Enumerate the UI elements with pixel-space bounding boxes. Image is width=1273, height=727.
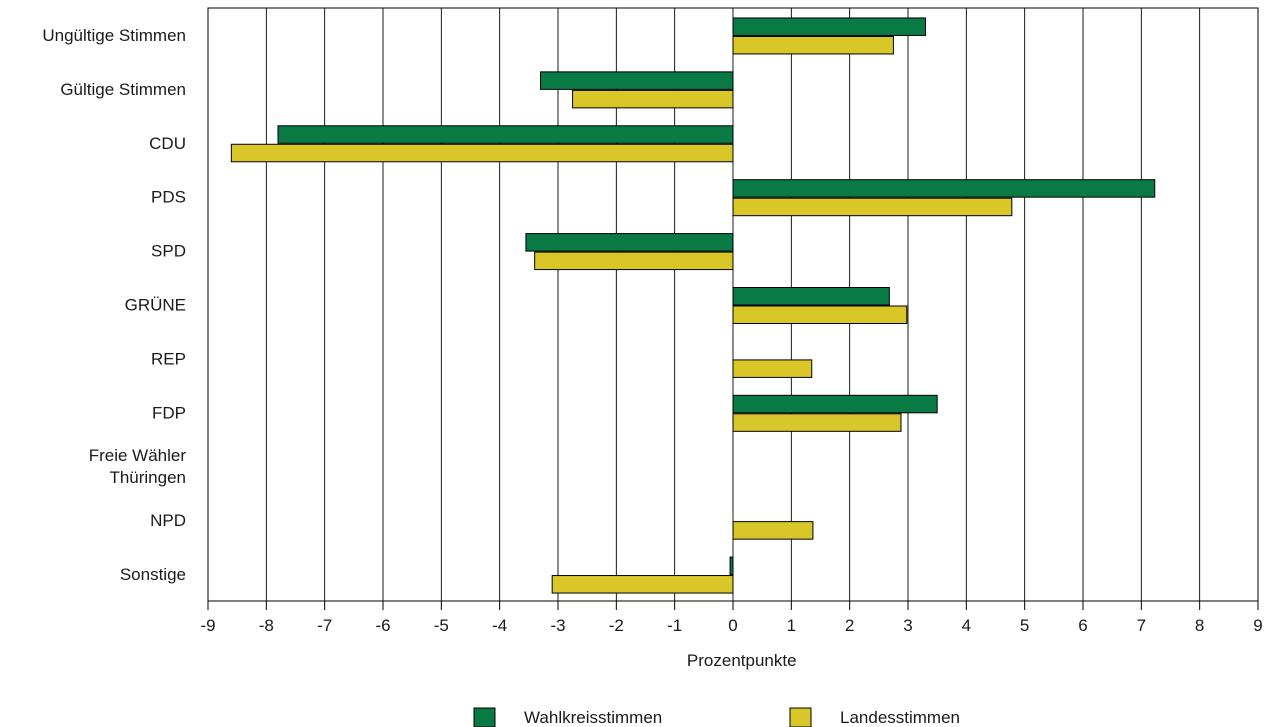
bars [230, 17, 1156, 594]
bar [540, 71, 734, 90]
category-label-line: Freie Wähler [89, 446, 187, 465]
legend-swatch [789, 707, 812, 727]
bar [534, 251, 734, 271]
category-label: CDU [149, 134, 186, 153]
bar [277, 125, 734, 144]
category-label: FDP [152, 403, 186, 422]
category-label-line: Sonstige [120, 565, 186, 584]
x-tick-label: -1 [667, 616, 682, 635]
legend-swatch [473, 707, 496, 727]
category-label: Ungültige Stimmen [42, 26, 186, 45]
x-tick-label: 7 [1137, 616, 1146, 635]
bar [230, 143, 734, 163]
x-tick-label: 2 [845, 616, 854, 635]
bar [732, 413, 902, 432]
x-tick-label: 8 [1195, 616, 1204, 635]
category-label-line: FDP [152, 403, 186, 422]
x-tick-label: -8 [259, 616, 274, 635]
legend-label: Landesstimmen [840, 708, 960, 727]
bar [732, 359, 813, 378]
legend: Wahlkreisstimmen Landesstimmen [473, 707, 960, 727]
x-tick-label: -2 [609, 616, 624, 635]
x-tick-label: -9 [200, 616, 215, 635]
bar [732, 521, 814, 540]
category-label: NPD [150, 511, 186, 530]
x-axis-ticks: -9 -8 -7 -6 -5 -4 -3 -2 -1 0 1 2 3 4 5 6 7 8 9 [200, 601, 1263, 635]
x-tick-label: 1 [787, 616, 796, 635]
grid-lines [265, 8, 1201, 601]
category-label: Sonstige [120, 565, 186, 584]
x-tick-label: 6 [1078, 616, 1087, 635]
bar [732, 394, 938, 414]
x-axis-title: Prozentpunkte [687, 651, 797, 670]
category-label: Gültige Stimmen [60, 80, 186, 99]
bar [732, 287, 890, 306]
category-label-line: Ungültige Stimmen [42, 26, 186, 45]
category-label-line: GRÜNE [125, 296, 186, 315]
category-label: SPD [151, 242, 186, 261]
bar [732, 179, 1156, 198]
category-label-line: CDU [149, 134, 186, 153]
category-label-line: Gültige Stimmen [60, 80, 186, 99]
x-tick-label: 9 [1253, 616, 1262, 635]
bar [525, 233, 734, 252]
x-tick-label: 3 [903, 616, 912, 635]
bar [551, 575, 734, 594]
x-tick-label: 0 [728, 616, 737, 635]
category-label: GRÜNE [125, 296, 186, 315]
category-label-line: PDS [151, 188, 186, 207]
x-tick-label: -4 [492, 616, 507, 635]
x-tick-label: -3 [550, 616, 565, 635]
x-tick-label: 4 [962, 616, 971, 635]
category-labels: Ungültige Stimmen Gültige Stimmen CDU PDS SP… [42, 26, 186, 584]
x-tick-label: 5 [1020, 616, 1029, 635]
bar [732, 17, 926, 36]
category-label: PDS [151, 188, 186, 207]
category-label-line: SPD [151, 242, 186, 261]
bar [729, 556, 734, 576]
bar [732, 35, 894, 55]
category-label-line: NPD [150, 511, 186, 530]
category-label-line: Thüringen [109, 468, 186, 487]
category-label: Freie Wähler Thüringen [89, 446, 187, 487]
bar [732, 197, 1013, 217]
bar [732, 305, 908, 324]
bar [572, 89, 734, 109]
category-label: REP [151, 349, 186, 368]
category-label-line: REP [151, 349, 186, 368]
x-tick-label: -6 [375, 616, 390, 635]
legend-label: Wahlkreisstimmen [524, 708, 662, 727]
x-tick-label: -7 [317, 616, 332, 635]
x-tick-label: -5 [434, 616, 449, 635]
